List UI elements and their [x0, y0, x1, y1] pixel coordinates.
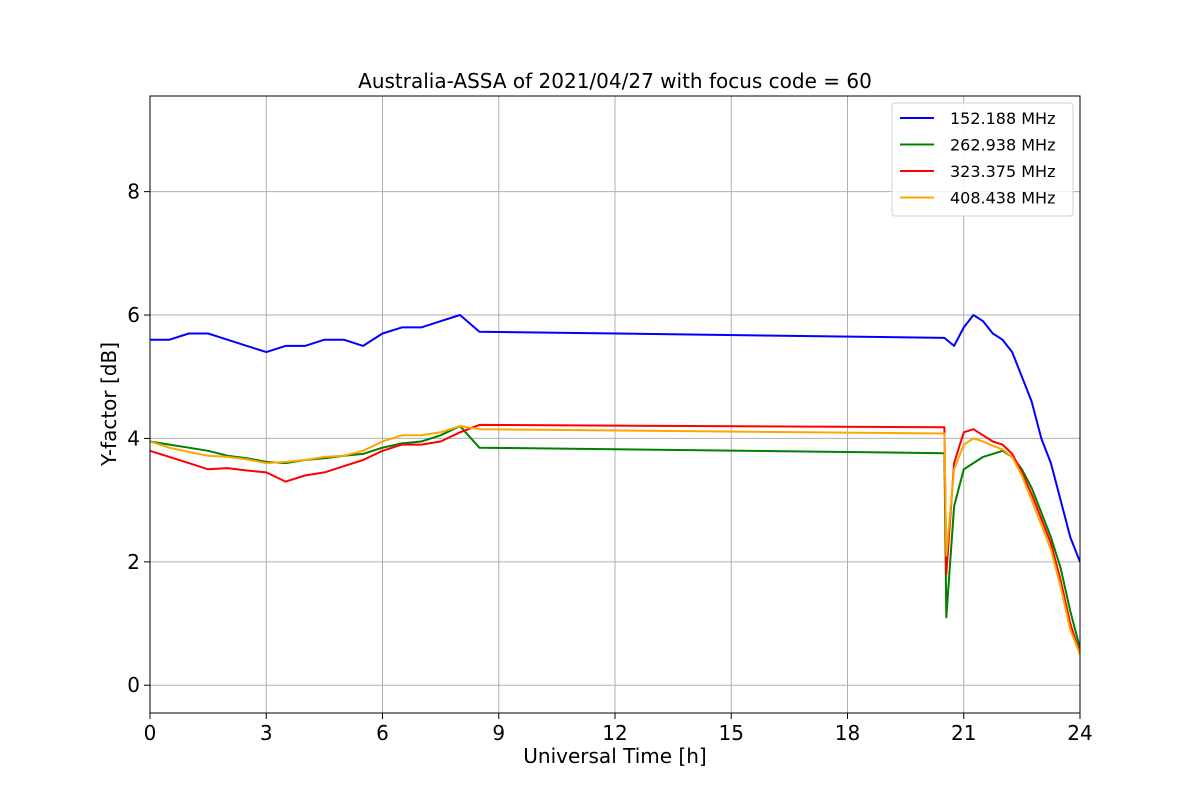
x-tick-label: 9 [492, 721, 505, 745]
legend-label: 408.438 MHz [950, 189, 1055, 208]
chart-title: Australia-ASSA of 2021/04/27 with focus … [358, 69, 872, 93]
series-line-1 [150, 314, 1080, 563]
y-tick-label: 8 [127, 180, 140, 204]
plot-area [150, 314, 1080, 655]
legend-box [891, 102, 1074, 217]
x-tick-label: 3 [260, 721, 273, 745]
series-line-2 [150, 425, 1080, 649]
y-tick-label: 0 [127, 673, 140, 697]
x-tick-label: 24 [1067, 721, 1092, 745]
x-axis-ticks: 0 3 6 9 12 15 18 21 24 [144, 713, 1093, 745]
x-tick-label: 6 [376, 721, 389, 745]
y-axis-ticks: 0 2 4 6 8 [127, 180, 150, 697]
legend-label: 323.375 MHz [950, 162, 1055, 181]
x-axis-label: Universal Time [h] [523, 744, 706, 768]
x-tick-label: 15 [719, 721, 744, 745]
legend-label: 262.938 MHz [950, 136, 1055, 155]
x-tick-label: 12 [602, 721, 627, 745]
series-line-4 [150, 425, 1080, 655]
legend: 152.188 MHz 262.938 MHz 323.375 MHz 408.438… [891, 102, 1074, 217]
x-tick-label: 21 [951, 721, 976, 745]
y-axis-label: Y-factor [dB] [97, 342, 121, 467]
y-tick-label: 6 [127, 303, 140, 327]
y-tick-label: 2 [127, 550, 140, 574]
series-lines [150, 314, 1080, 655]
y-tick-label: 4 [127, 426, 140, 450]
legend-label: 152.188 MHz [950, 109, 1055, 128]
x-tick-label: 0 [144, 721, 157, 745]
x-tick-label: 18 [835, 721, 860, 745]
